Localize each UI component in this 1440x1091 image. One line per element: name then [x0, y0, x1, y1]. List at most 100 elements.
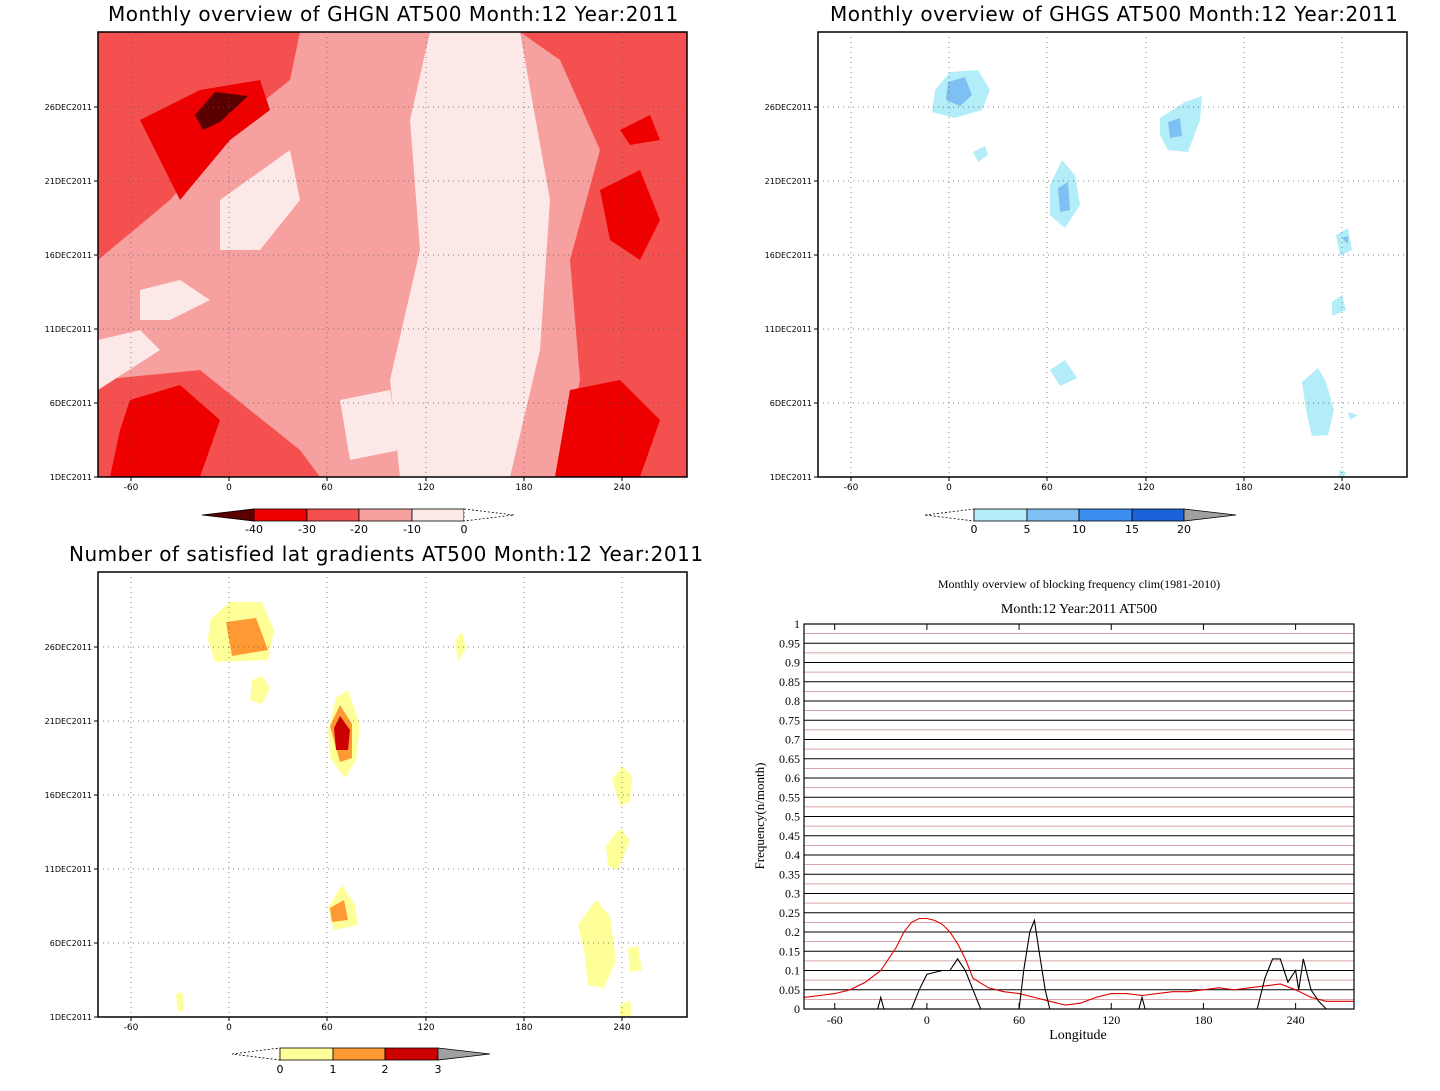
freq-x-tick-label: -60 — [827, 1013, 843, 1027]
x-tick-label: 240 — [613, 483, 630, 493]
x-tick-label: 120 — [1137, 483, 1154, 493]
ghgn-grid — [98, 32, 687, 477]
freq-y-tick-label: 0.6 — [785, 771, 800, 785]
colorbar-label: 15 — [1125, 523, 1139, 536]
x-tick-label: 0 — [226, 483, 232, 493]
colorbar-swatch — [1026, 508, 1080, 522]
y-tick-label: 1DEC2011 — [50, 473, 92, 482]
freq-y-tick-label: 0.3 — [785, 887, 800, 901]
ghgs-title: Monthly overview of GHGS AT500 Month:12 … — [830, 2, 1399, 26]
freq-y-tick-label: 1 — [794, 617, 800, 631]
y-tick-label: 11DEC2011 — [45, 865, 92, 874]
freq-y-tick-label: 0 — [794, 1002, 800, 1016]
grad-colorbar — [231, 1047, 491, 1061]
x-tick-label: 180 — [515, 483, 532, 493]
y-tick-label: 26DEC2011 — [45, 643, 92, 652]
colorbar-swatch — [411, 508, 465, 522]
x-tick-label: 0 — [946, 483, 952, 493]
freq-x-tick-label: 0 — [924, 1013, 930, 1027]
colorbar-label: 20 — [1177, 523, 1191, 536]
x-tick-label: -60 — [844, 483, 859, 493]
freq-y-tick-label: 0.45 — [779, 829, 800, 843]
y-tick-label: 1DEC2011 — [50, 1013, 92, 1022]
grad-grid — [98, 572, 687, 1017]
freq-y-tick-label: 0.15 — [779, 944, 800, 958]
freq-y-tick-label: 0.4 — [785, 848, 800, 862]
freq-y-tick-label: 0.55 — [779, 790, 800, 804]
freq-y-tick-label: 0.9 — [785, 656, 800, 670]
y-tick-label: 16DEC2011 — [45, 251, 92, 260]
freq-y-tick-label: 0.1 — [785, 964, 800, 978]
freq-y-tick-label: 0.05 — [779, 983, 800, 997]
colorbar-swatch — [201, 508, 255, 522]
x-tick-label: 180 — [1235, 483, 1252, 493]
y-tick-label: 1DEC2011 — [770, 473, 812, 482]
freq-series — [803, 917, 1354, 1010]
freq-grid — [804, 623, 1354, 1010]
freq-y-tick-label: 0.2 — [785, 925, 800, 939]
freq-y-tick-label: 0.85 — [779, 675, 800, 689]
y-tick-label: 26DEC2011 — [45, 103, 92, 112]
freq-y-ticks: 0 0.05 0.1 0.15 0.2 0.25 0.3 0.35 0.4 0.45 0.5 0.55… — [779, 617, 800, 1016]
colorbar-swatch — [231, 1047, 281, 1061]
colorbar-label: 1 — [330, 1063, 337, 1076]
colorbar-label: -10 — [403, 523, 421, 536]
colorbar-label: 2 — [382, 1063, 389, 1076]
freq-y-tick-label: 0.75 — [779, 713, 800, 727]
y-tick-label: 26DEC2011 — [765, 103, 812, 112]
freq-subtitle: Month:12 Year:2011 AT500 — [1001, 602, 1157, 617]
y-tick-label: 21DEC2011 — [765, 177, 812, 186]
colorbar-swatch — [358, 508, 413, 522]
y-tick-label: 11DEC2011 — [45, 325, 92, 334]
x-tick-label: 240 — [613, 1023, 630, 1033]
colorbar-swatch — [924, 508, 975, 522]
freq-series-month-line — [804, 918, 1354, 1010]
ghgn-colorbar — [201, 508, 515, 522]
colorbar-swatch — [463, 508, 515, 522]
grad-contours — [176, 602, 642, 1017]
y-tick-label: 6DEC2011 — [770, 399, 812, 408]
ghgs-colorbar — [924, 508, 1237, 522]
colorbar-label: 0 — [971, 523, 978, 536]
freq-x-ticks: -60 0 60 120 180 240 — [827, 624, 1305, 1027]
colorbar-swatch — [973, 508, 1028, 522]
freq-y-tick-label: 0.8 — [785, 694, 800, 708]
colorbar-swatch — [306, 508, 360, 522]
freq-title: Monthly overview of blocking frequency c… — [938, 577, 1220, 591]
ghgs-chart: -60 0 60 120 180 240 1DEC2011 6DEC2011 1… — [765, 31, 1408, 536]
freq-x-tick-label: 120 — [1102, 1013, 1120, 1027]
x-tick-label: 0 — [226, 1023, 232, 1033]
y-tick-label: 6DEC2011 — [50, 939, 92, 948]
colorbar-swatch — [1131, 508, 1185, 522]
freq-y-tick-label: 0.35 — [779, 867, 800, 881]
colorbar-label: -20 — [350, 523, 368, 536]
ghgs-grid — [818, 32, 1407, 477]
colorbar-swatch — [279, 1047, 334, 1061]
freq-y-tick-label: 0.25 — [779, 906, 800, 920]
freq-y-tick-label: 0.65 — [779, 752, 800, 766]
freq-xlabel: Longitude — [1049, 1028, 1107, 1043]
freq-y-tick-label: 0.95 — [779, 636, 800, 650]
ghgn-chart: -60 0 60 120 180 240 1DEC2011 6DEC2011 1… — [45, 31, 688, 536]
x-tick-label: 60 — [321, 483, 333, 493]
colorbar-swatch — [253, 508, 308, 522]
y-tick-label: 21DEC2011 — [45, 717, 92, 726]
colorbar-swatch — [1183, 508, 1237, 522]
x-tick-label: 120 — [417, 483, 434, 493]
x-tick-label: 240 — [1333, 483, 1350, 493]
x-tick-label: -60 — [124, 1023, 139, 1033]
y-tick-label: 16DEC2011 — [765, 251, 812, 260]
freq-y-tick-label: 0.7 — [785, 733, 800, 747]
x-tick-label: -60 — [124, 483, 139, 493]
freq-x-tick-label: 240 — [1287, 1013, 1305, 1027]
colorbar-label: 0 — [461, 523, 468, 536]
colorbar-label: 0 — [277, 1063, 284, 1076]
y-tick-label: 16DEC2011 — [45, 791, 92, 800]
ghgs-contours — [932, 70, 1358, 477]
freq-x-tick-label: 180 — [1194, 1013, 1212, 1027]
x-tick-label: 120 — [417, 1023, 434, 1033]
x-tick-label: 180 — [515, 1023, 532, 1033]
x-tick-label: 60 — [1041, 483, 1053, 493]
freq-series-climatology-line — [803, 917, 1354, 1006]
grad-title: Number of satisfied lat gradients AT500 … — [69, 542, 704, 566]
